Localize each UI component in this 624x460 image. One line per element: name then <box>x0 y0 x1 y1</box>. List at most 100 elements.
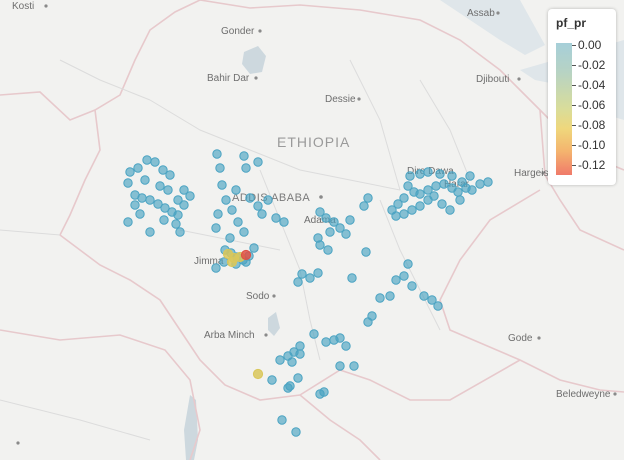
survey-point[interactable] <box>257 209 267 219</box>
survey-point[interactable] <box>163 185 173 195</box>
survey-point[interactable] <box>415 189 425 199</box>
survey-point[interactable] <box>159 215 169 225</box>
survey-point[interactable] <box>173 210 183 220</box>
survey-point[interactable] <box>297 269 307 279</box>
survey-point[interactable] <box>467 185 477 195</box>
survey-point[interactable] <box>137 193 147 203</box>
survey-point[interactable] <box>359 201 369 211</box>
survey-point[interactable] <box>319 387 329 397</box>
survey-point[interactable] <box>217 180 227 190</box>
survey-point[interactable] <box>233 217 243 227</box>
survey-point[interactable] <box>329 335 339 345</box>
survey-point[interactable] <box>305 273 315 283</box>
survey-point[interactable] <box>347 273 357 283</box>
survey-point[interactable] <box>437 199 447 209</box>
survey-point[interactable] <box>309 329 319 339</box>
survey-point[interactable] <box>341 229 351 239</box>
survey-point[interactable] <box>271 213 281 223</box>
survey-point[interactable] <box>135 209 145 219</box>
survey-point[interactable] <box>423 167 433 177</box>
survey-point[interactable] <box>407 205 417 215</box>
survey-point[interactable] <box>419 291 429 301</box>
survey-point[interactable] <box>293 373 303 383</box>
survey-point[interactable] <box>227 205 237 215</box>
survey-point[interactable] <box>465 171 475 181</box>
survey-point[interactable] <box>457 177 467 187</box>
survey-point[interactable] <box>133 163 143 173</box>
survey-point[interactable] <box>211 223 221 233</box>
survey-point[interactable] <box>329 217 339 227</box>
survey-point[interactable] <box>315 240 325 250</box>
survey-point[interactable] <box>145 195 155 205</box>
survey-point[interactable] <box>245 193 255 203</box>
survey-point[interactable] <box>253 157 263 167</box>
survey-point[interactable] <box>423 185 433 195</box>
survey-point[interactable] <box>221 195 231 205</box>
survey-point[interactable] <box>415 201 425 211</box>
survey-point[interactable] <box>239 151 249 161</box>
survey-point[interactable] <box>130 200 140 210</box>
survey-point[interactable] <box>349 361 359 371</box>
survey-point[interactable] <box>231 185 241 195</box>
survey-point[interactable] <box>453 187 463 197</box>
survey-point[interactable] <box>179 200 189 210</box>
survey-point[interactable] <box>455 195 465 205</box>
survey-point[interactable] <box>325 227 335 237</box>
survey-point[interactable] <box>445 205 455 215</box>
survey-point[interactable] <box>399 271 409 281</box>
survey-point[interactable] <box>267 375 277 385</box>
survey-point-highlight[interactable] <box>240 249 252 261</box>
survey-point[interactable] <box>403 259 413 269</box>
survey-point[interactable] <box>253 201 263 211</box>
survey-point[interactable] <box>427 295 437 305</box>
survey-point[interactable] <box>405 171 415 181</box>
survey-point[interactable] <box>279 217 289 227</box>
survey-point[interactable] <box>185 191 195 201</box>
survey-point[interactable] <box>435 169 445 179</box>
survey-point[interactable] <box>313 268 323 278</box>
survey-point[interactable] <box>391 211 401 221</box>
survey-point[interactable] <box>165 170 175 180</box>
survey-point[interactable] <box>321 337 331 347</box>
survey-point[interactable] <box>433 301 443 311</box>
survey-point[interactable] <box>179 185 189 195</box>
survey-point[interactable] <box>249 243 259 253</box>
survey-point[interactable] <box>323 245 333 255</box>
survey-point[interactable] <box>403 181 413 191</box>
survey-point[interactable] <box>142 155 152 165</box>
survey-point[interactable] <box>239 227 249 237</box>
survey-point[interactable] <box>155 181 165 191</box>
survey-point[interactable] <box>158 165 168 175</box>
survey-point[interactable] <box>385 291 395 301</box>
survey-point[interactable] <box>415 169 425 179</box>
survey-point[interactable] <box>171 219 181 229</box>
survey-point[interactable] <box>213 209 223 219</box>
survey-point[interactable] <box>483 177 493 187</box>
survey-point[interactable] <box>439 179 449 189</box>
survey-point[interactable] <box>140 175 150 185</box>
survey-point[interactable] <box>241 163 251 173</box>
survey-point[interactable] <box>341 341 351 351</box>
survey-point[interactable] <box>407 281 417 291</box>
survey-point[interactable] <box>153 199 163 209</box>
survey-point[interactable] <box>315 207 325 217</box>
survey-point-highlight[interactable] <box>226 256 238 268</box>
survey-point[interactable] <box>431 181 441 191</box>
survey-point[interactable] <box>367 311 377 321</box>
survey-point[interactable] <box>447 171 457 181</box>
survey-point[interactable] <box>335 223 345 233</box>
survey-point[interactable] <box>321 213 331 223</box>
survey-point[interactable] <box>123 178 133 188</box>
survey-point[interactable] <box>277 415 287 425</box>
survey-point[interactable] <box>225 233 235 243</box>
survey-point[interactable] <box>335 361 345 371</box>
survey-point[interactable] <box>123 217 133 227</box>
survey-point[interactable] <box>363 193 373 203</box>
survey-point[interactable] <box>291 427 301 437</box>
survey-point[interactable] <box>475 179 485 189</box>
survey-point-highlight[interactable] <box>252 368 264 380</box>
survey-point[interactable] <box>125 167 135 177</box>
survey-point[interactable] <box>275 355 285 365</box>
survey-point[interactable] <box>399 209 409 219</box>
